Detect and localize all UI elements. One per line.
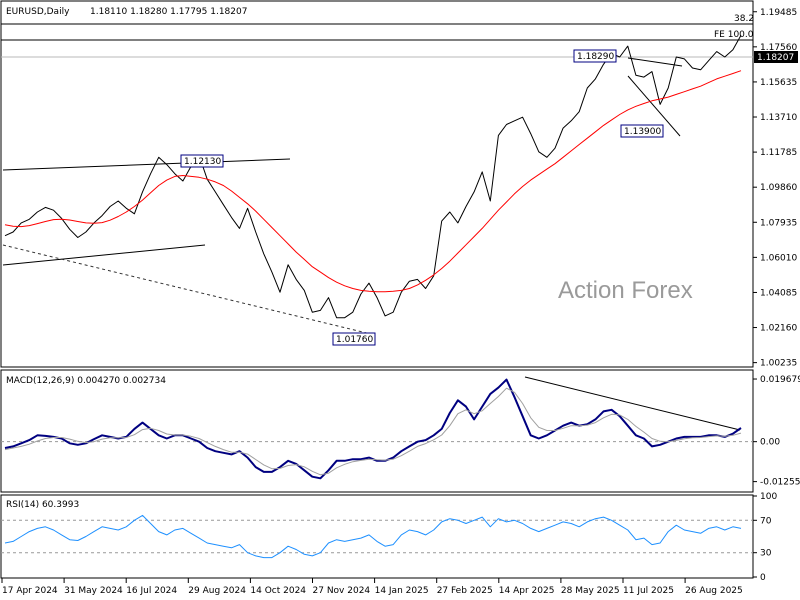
current-price-tag: 1.18207 (754, 51, 798, 63)
swing-label-box (620, 124, 664, 138)
macd-series (4, 378, 742, 480)
x-tick-label: 27 Nov 2024 (313, 586, 371, 596)
x-tick-label: 28 May 2025 (561, 586, 620, 596)
swing-label-text: 1.18290 (577, 52, 614, 62)
y-tick-label: 0.00 (760, 438, 780, 448)
dashed-support-line (2, 244, 376, 336)
y-tick-label: 1.04085 (760, 288, 797, 298)
x-tick-label: 14 Oct 2024 (250, 586, 306, 596)
y-tick-label: 1.07935 (760, 218, 797, 228)
current-price-tag-box (754, 51, 798, 63)
y-tick-label: 1.19485 (760, 8, 797, 18)
y-tick-label: 1.11785 (760, 148, 797, 158)
y-tick-label: 1.13710 (760, 113, 797, 123)
wedge-upper-line (627, 57, 683, 67)
y-tick-label: 0.019679 (760, 375, 800, 385)
swing-label-101760: 1.01760 (332, 332, 376, 346)
y-tick-label: 0 (760, 573, 766, 583)
swing-label-box (180, 154, 224, 168)
x-tick-label: 29 Aug 2024 (188, 586, 246, 596)
y-tick-label: 1.17560 (760, 43, 797, 53)
x-tick-label: 14 Apr 2025 (499, 586, 555, 596)
upper-trendline (2, 158, 291, 171)
lower-trendline (2, 244, 206, 266)
swing-label-box (573, 49, 617, 63)
wedge-lower-line (627, 75, 681, 137)
y-tick-label: 1.15635 (760, 78, 797, 88)
moving-average-line (4, 70, 742, 293)
current-price-tag-text: 1.18207 (757, 53, 794, 63)
y-tick-label: 1.00235 (760, 359, 797, 369)
swing-label-box (332, 332, 376, 346)
rsi-line (4, 514, 742, 559)
macd-divergence-line (524, 376, 741, 431)
macd-axis: 0.019679 0.00 -0.012552 (1, 375, 800, 488)
y-tick-label: 1.09860 (760, 183, 797, 193)
y-tick-label: 30 (760, 549, 772, 559)
y-tick-label: 1.02160 (760, 324, 797, 334)
trendlines (2, 57, 683, 336)
price-series (4, 34, 742, 319)
rsi-series (4, 514, 742, 559)
macd-signal-line (4, 387, 742, 476)
fe-100-label: FE 100.0 (714, 30, 754, 40)
x-tick-label: 11 Jul 2025 (623, 586, 674, 596)
date-axis: 17 Apr 2024 31 May 2024 16 Jul 2024 29 Aug … (1, 578, 743, 596)
x-tick-label: 17 Apr 2024 (2, 586, 58, 596)
price-panel-border (0, 0, 754, 368)
fib-38-2-label: 38.2 (734, 14, 754, 24)
x-tick-label: 31 May 2024 (64, 586, 123, 596)
watermark-text: Action Forex (558, 277, 693, 304)
swing-label-text: 1.13900 (624, 127, 661, 137)
y-tick-label: -0.012552 (760, 478, 800, 488)
price-line (4, 34, 742, 319)
price-axis: 1.19485 1.17560 1.15635 1.13710 1.11785 1.098… (753, 8, 797, 369)
y-tick-label: 100 (760, 492, 777, 502)
symbol-timeframe-label: EURUSD,Daily (6, 7, 70, 17)
x-tick-label: 27 Feb 2025 (437, 586, 493, 596)
macd-title: MACD(12,26,9) 0.004270 0.002734 (6, 376, 166, 386)
swing-label-113900: 1.13900 (620, 124, 664, 138)
x-tick-label: 26 Aug 2025 (685, 586, 743, 596)
rsi-panel-border (0, 494, 754, 579)
swing-label-text: 1.12130 (184, 157, 221, 167)
y-tick-label: 70 (760, 516, 772, 526)
y-tick-label: 1.06010 (760, 253, 797, 263)
swing-label-112130: 1.12130 (180, 154, 224, 168)
x-tick-label: 14 Jan 2025 (375, 586, 429, 596)
rsi-title: RSI(14) 60.3993 (6, 500, 79, 510)
rsi-axis: 100 70 30 0 (1, 492, 777, 583)
swing-label-118290: 1.18290 (573, 49, 617, 63)
x-tick-label: 16 Jul 2024 (126, 586, 177, 596)
macd-panel-border (0, 369, 754, 493)
swing-label-text: 1.01760 (336, 335, 373, 345)
ohlc-readout: 1.18110 1.18280 1.17795 1.18207 (90, 7, 247, 17)
